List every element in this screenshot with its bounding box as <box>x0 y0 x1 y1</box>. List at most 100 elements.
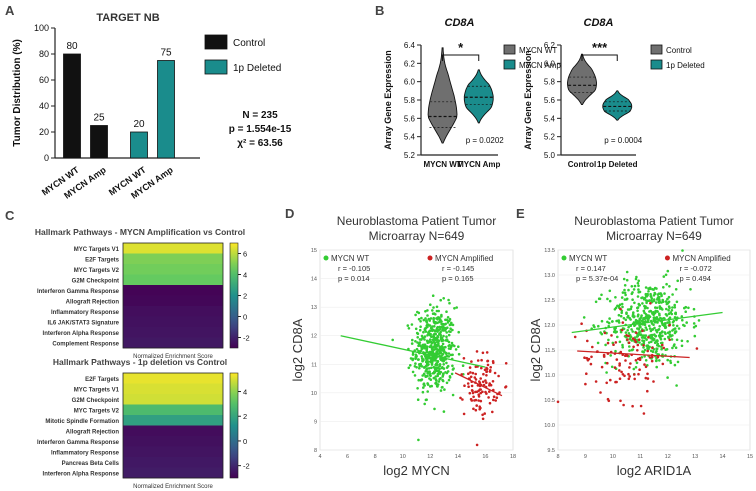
data-point <box>659 316 662 320</box>
data-point <box>600 332 604 336</box>
data-point <box>444 328 447 332</box>
data-point <box>608 299 612 303</box>
y-tick-label: 9.5 <box>547 448 555 454</box>
heatmap-row-label: IL6 JAK/STAT3 Signature <box>48 320 120 326</box>
regression-line <box>454 372 503 397</box>
data-point <box>646 389 649 393</box>
data-point <box>585 372 588 375</box>
data-point <box>481 380 485 384</box>
data-point <box>481 417 485 421</box>
panel-c-heatmaps: Hallmark Pathways - MYCN Amplification v… <box>35 227 250 490</box>
data-point <box>612 343 615 346</box>
data-point <box>431 309 434 312</box>
data-point <box>447 355 451 358</box>
data-point <box>486 363 490 367</box>
data-point <box>417 317 421 321</box>
data-point <box>425 359 428 362</box>
data-point <box>435 379 438 382</box>
data-point <box>642 344 645 347</box>
heatmap-row-label: Inflammatory Response <box>51 310 120 316</box>
heatmap-cell <box>123 373 223 384</box>
data-point <box>627 334 630 338</box>
data-point <box>622 316 626 320</box>
data-point <box>614 331 617 334</box>
legend-label: MYCN Amplified <box>672 254 730 263</box>
data-point <box>674 330 678 333</box>
data-point <box>475 350 479 353</box>
data-point <box>435 381 438 385</box>
heatmap-row-label: Interferon Alpha Response <box>43 471 120 477</box>
data-point <box>444 371 447 374</box>
data-point <box>467 385 470 388</box>
data-point <box>607 324 610 328</box>
data-point <box>462 357 466 360</box>
data-point <box>647 290 650 293</box>
data-point <box>627 372 630 376</box>
data-point <box>642 317 645 320</box>
data-point <box>629 307 633 311</box>
data-point <box>650 322 654 325</box>
data-point <box>638 368 641 371</box>
data-point <box>442 334 445 338</box>
data-point <box>620 311 623 315</box>
data-point <box>435 321 438 325</box>
data-point <box>440 313 443 317</box>
legend-label: MYCN WT <box>519 46 557 55</box>
data-point <box>599 391 602 394</box>
heatmap-cell <box>123 425 223 437</box>
data-point <box>661 298 664 302</box>
y-axis-label: Tumor Distribution (%) <box>12 39 23 147</box>
data-point <box>451 393 455 397</box>
data-point <box>655 330 659 334</box>
data-point <box>637 302 641 306</box>
y-tick-label: 80 <box>39 49 49 59</box>
data-point <box>655 365 658 369</box>
data-point <box>441 327 445 330</box>
heatmap-cell <box>123 394 223 405</box>
colorbar-tick-label: -2 <box>243 462 250 471</box>
data-point <box>624 318 628 322</box>
x-tick-label: 6 <box>346 454 349 460</box>
bar-value-label: 25 <box>93 113 105 124</box>
data-point <box>629 362 632 365</box>
data-point <box>477 399 480 402</box>
y-tick-label: 12 <box>311 334 317 340</box>
data-point <box>623 291 627 295</box>
data-point <box>470 389 474 392</box>
y-tick-label: 13.5 <box>544 248 555 254</box>
data-point <box>606 297 609 301</box>
data-point <box>439 319 442 322</box>
heatmap-row-label: Interferon Gamma Response <box>37 289 120 295</box>
data-point <box>634 340 638 344</box>
data-point <box>428 374 432 377</box>
data-point <box>421 343 425 347</box>
data-point <box>472 395 475 399</box>
heatmap-row-label: Interferon Gamma Response <box>37 440 120 446</box>
data-point <box>636 306 639 310</box>
data-point <box>621 291 625 294</box>
data-point <box>683 306 686 310</box>
data-point <box>626 354 629 358</box>
y-tick-label: 5.6 <box>404 114 416 123</box>
data-point <box>504 386 507 389</box>
data-point <box>438 327 442 331</box>
data-point <box>646 377 650 380</box>
data-point <box>632 345 635 349</box>
data-point <box>431 328 435 332</box>
data-point <box>681 318 684 322</box>
data-point <box>455 306 458 309</box>
data-point <box>459 396 462 400</box>
data-point <box>631 404 634 408</box>
data-point <box>623 284 627 287</box>
data-point <box>428 338 432 341</box>
data-point <box>432 321 436 324</box>
bar-value-label: 80 <box>66 41 78 52</box>
data-point <box>606 320 609 324</box>
data-point <box>441 338 445 342</box>
data-point <box>664 332 667 335</box>
x-tick-label: 18 <box>510 454 516 460</box>
data-point <box>626 315 629 319</box>
data-point <box>450 344 454 347</box>
panel-label-c: C <box>5 208 15 223</box>
data-point <box>645 338 648 341</box>
